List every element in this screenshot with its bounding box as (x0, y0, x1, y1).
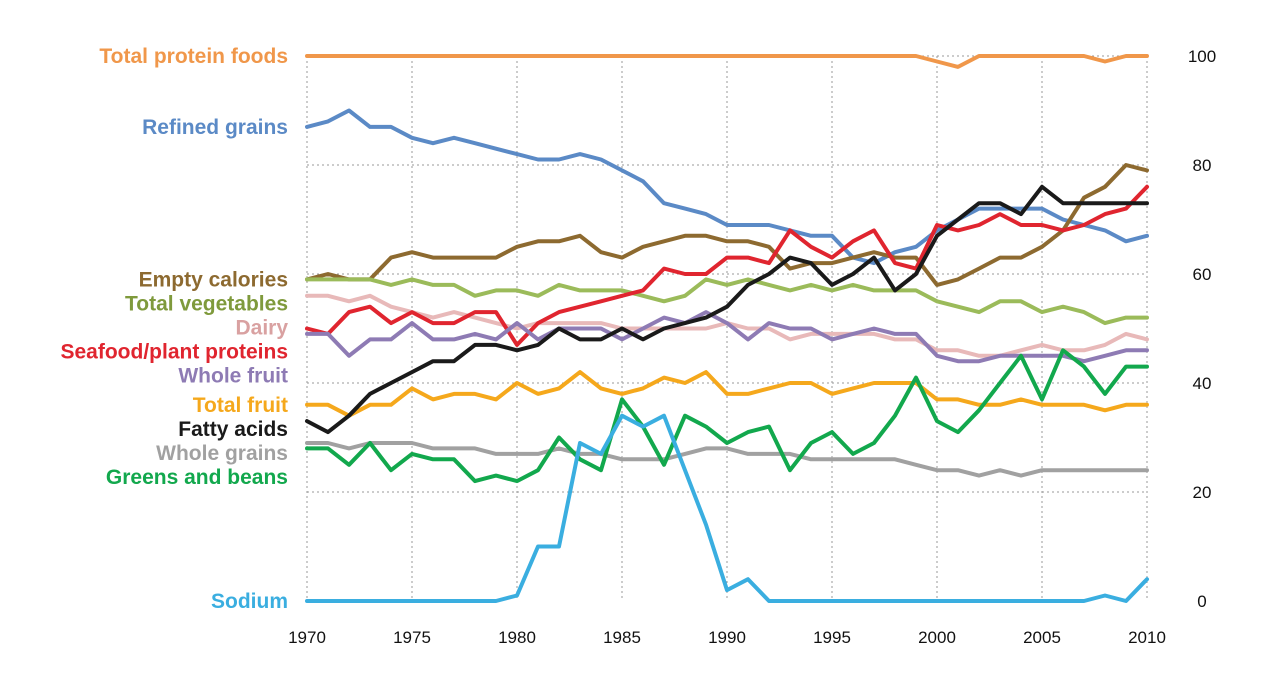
series-line-fatty-acids (305, 184, 1149, 435)
series-line-total-vegetables (305, 277, 1149, 326)
series-lines (305, 54, 1149, 603)
series-label-refined-grains: Refined grains (142, 116, 288, 139)
series-line-seafood-plant-proteins (305, 184, 1149, 347)
x-tick-label: 1970 (288, 628, 326, 647)
y-tick-label: 60 (1193, 265, 1212, 284)
series-label-whole-fruit: Whole fruit (178, 364, 288, 387)
x-tick-label: 1975 (393, 628, 431, 647)
series-label-sodium: Sodium (211, 590, 288, 613)
series-label-total-protein-foods: Total protein foods (99, 45, 288, 68)
x-tick-label: 2000 (918, 628, 956, 647)
series-label-empty-calories: Empty calories (139, 268, 288, 291)
series-label-seafood-plant-proteins: Seafood/plant proteins (60, 340, 288, 363)
series-line-total-protein-foods (305, 54, 1149, 69)
y-tick-label: 40 (1193, 374, 1212, 393)
x-tick-label: 2010 (1128, 628, 1166, 647)
series-line-empty-calories (305, 163, 1149, 287)
series-label-dairy: Dairy (235, 316, 288, 339)
series-line-greens-and-beans (305, 348, 1149, 484)
x-tick-label: 1980 (498, 628, 536, 647)
x-tick-label: 1995 (813, 628, 851, 647)
y-tick-label: 0 (1197, 592, 1206, 611)
series-label-total-vegetables: Total vegetables (125, 292, 288, 315)
y-tick-label: 100 (1188, 47, 1216, 66)
series-labels: Total protein foods Refined grains Empty c… (60, 45, 288, 613)
series-line-total-fruit (305, 370, 1149, 418)
series-label-greens-and-beans: Greens and beans (106, 466, 288, 489)
series-label-total-fruit: Total fruit (193, 394, 288, 417)
series-line-whole-grains (305, 441, 1149, 478)
series-line-sodium (305, 413, 1149, 603)
y-tick-label: 20 (1193, 483, 1212, 502)
series-label-fatty-acids: Fatty acids (178, 418, 288, 441)
x-tick-label: 2005 (1023, 628, 1061, 647)
x-axis-ticks: 1970 1975 1980 1985 1990 1995 2000 2005 2010 (288, 628, 1166, 647)
grid (306, 55, 1148, 601)
x-tick-label: 1985 (603, 628, 641, 647)
y-axis-ticks: 0 20 40 60 80 100 (1188, 47, 1216, 611)
x-tick-label: 1990 (708, 628, 746, 647)
series-label-whole-grains: Whole grains (156, 442, 288, 465)
y-tick-label: 80 (1193, 156, 1212, 175)
series-line-whole-fruit (305, 310, 1149, 364)
